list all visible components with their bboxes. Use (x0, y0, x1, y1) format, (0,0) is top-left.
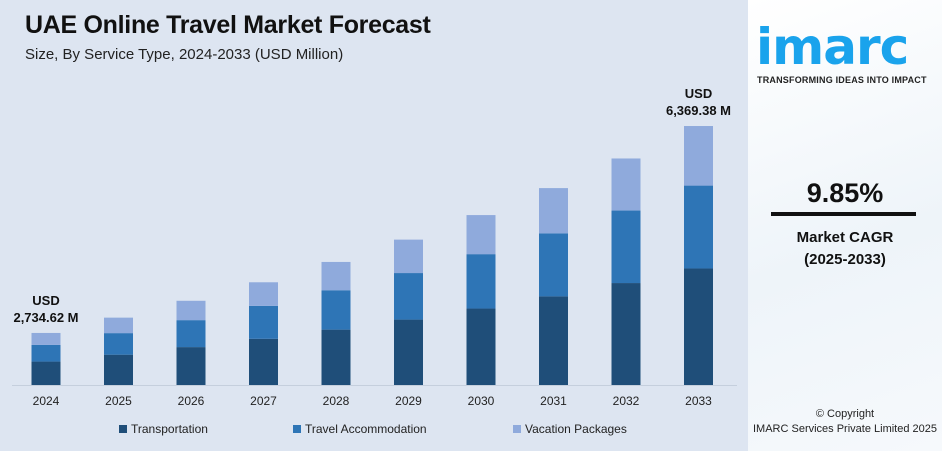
bar-segment-travel-accommodation-2032 (611, 210, 641, 284)
bar-segment-transportation-2029 (394, 319, 423, 385)
copyright-block: © Copyright IMARC Services Private Limit… (748, 407, 942, 437)
bar-segment-vacation-packages-2028 (321, 261, 351, 291)
legend-label: Transportation (131, 422, 208, 436)
copyright-company: IMARC Services Private Limited 2025 (752, 423, 937, 435)
cagr-divider (771, 212, 916, 216)
chart-subtitle: Size, By Service Type, 2024-2033 (USD Mi… (25, 46, 344, 63)
bar-segment-vacation-packages-2027 (249, 282, 278, 306)
cagr-period: (2025-2033) (804, 251, 886, 268)
legend-item-transportation: Transportation (119, 422, 208, 436)
x-tick-label: 2027 (250, 394, 277, 408)
bar-segment-travel-accommodation-2031 (539, 233, 568, 297)
x-tick-label: 2032 (613, 394, 640, 408)
bar-segment-vacation-packages-2033 (684, 126, 713, 186)
x-tick-label: 2025 (105, 394, 132, 408)
copyright-label: © Copyright (815, 408, 875, 420)
legend-swatch (293, 425, 301, 433)
x-tick-label: 2029 (395, 394, 422, 408)
legend-label: Travel Accommodation (305, 422, 427, 436)
bar-segment-vacation-packages-2024 (31, 332, 61, 345)
bar-segment-transportation-2031 (539, 296, 568, 385)
data-label-2024: 2,734.62 M (13, 310, 78, 325)
legend-item-travel-accommodation: Travel Accommodation (293, 422, 427, 436)
chart-title: UAE Online Travel Market Forecast (25, 11, 431, 39)
bar-segment-vacation-packages-2031 (539, 188, 568, 234)
bar-segment-travel-accommodation-2029 (394, 273, 423, 320)
bar-segment-transportation-2030 (466, 308, 496, 385)
bar-segment-transportation-2028 (321, 329, 351, 385)
bar-segment-travel-accommodation-2024 (31, 344, 61, 362)
data-label-2033: 6,369.38 M (666, 103, 731, 118)
bar-segment-vacation-packages-2029 (394, 239, 423, 274)
bar-segment-transportation-2033 (684, 268, 713, 385)
bar-segment-vacation-packages-2030 (466, 215, 496, 255)
cagr-label: Market CAGR (796, 229, 894, 246)
bar-segment-vacation-packages-2025 (104, 317, 133, 334)
bar-segment-travel-accommodation-2028 (321, 290, 351, 330)
legend-swatch (513, 425, 521, 433)
x-tick-label: 2028 (323, 394, 350, 408)
bar-segment-travel-accommodation-2027 (249, 305, 278, 339)
imarc-logo: imarc (756, 18, 909, 76)
bar-chart: 2024 2025 2026 2027 2028 2029 2030 2031 2032 2033… (12, 86, 737, 408)
bar-segment-vacation-packages-2026 (176, 300, 206, 321)
x-tick-label: 2031 (540, 394, 567, 408)
bar-segment-travel-accommodation-2030 (466, 254, 496, 309)
bar-segment-transportation-2026 (176, 347, 206, 385)
bar-segment-travel-accommodation-2025 (104, 333, 133, 355)
bar-segment-vacation-packages-2032 (611, 158, 641, 211)
sidebar-panel: imarc TRANSFORMING IDEAS INTO IMPACT 9.8… (748, 0, 942, 451)
x-tick-label: 2024 (33, 394, 60, 408)
legend-item-vacation-packages: Vacation Packages (513, 422, 627, 436)
cagr-value: 9.85% (806, 178, 884, 208)
x-tick-label: 2026 (178, 394, 205, 408)
logo-tagline: TRANSFORMING IDEAS INTO IMPACT (757, 75, 927, 85)
legend-swatch (119, 425, 127, 433)
x-tick-label: 2030 (468, 394, 495, 408)
bar-segment-transportation-2032 (611, 283, 641, 385)
data-label-2033: USD (685, 86, 712, 101)
bar-segment-travel-accommodation-2033 (684, 185, 713, 269)
bar-segment-transportation-2024 (31, 361, 61, 385)
cagr-label-block: Market CAGR (2025-2033) (748, 227, 942, 271)
x-tick-label: 2033 (685, 394, 712, 408)
bar-segment-transportation-2025 (104, 354, 133, 385)
bar-segment-transportation-2027 (249, 338, 278, 385)
data-label-2024: USD (32, 293, 59, 308)
legend-label: Vacation Packages (525, 422, 627, 436)
bar-segment-travel-accommodation-2026 (176, 320, 206, 348)
